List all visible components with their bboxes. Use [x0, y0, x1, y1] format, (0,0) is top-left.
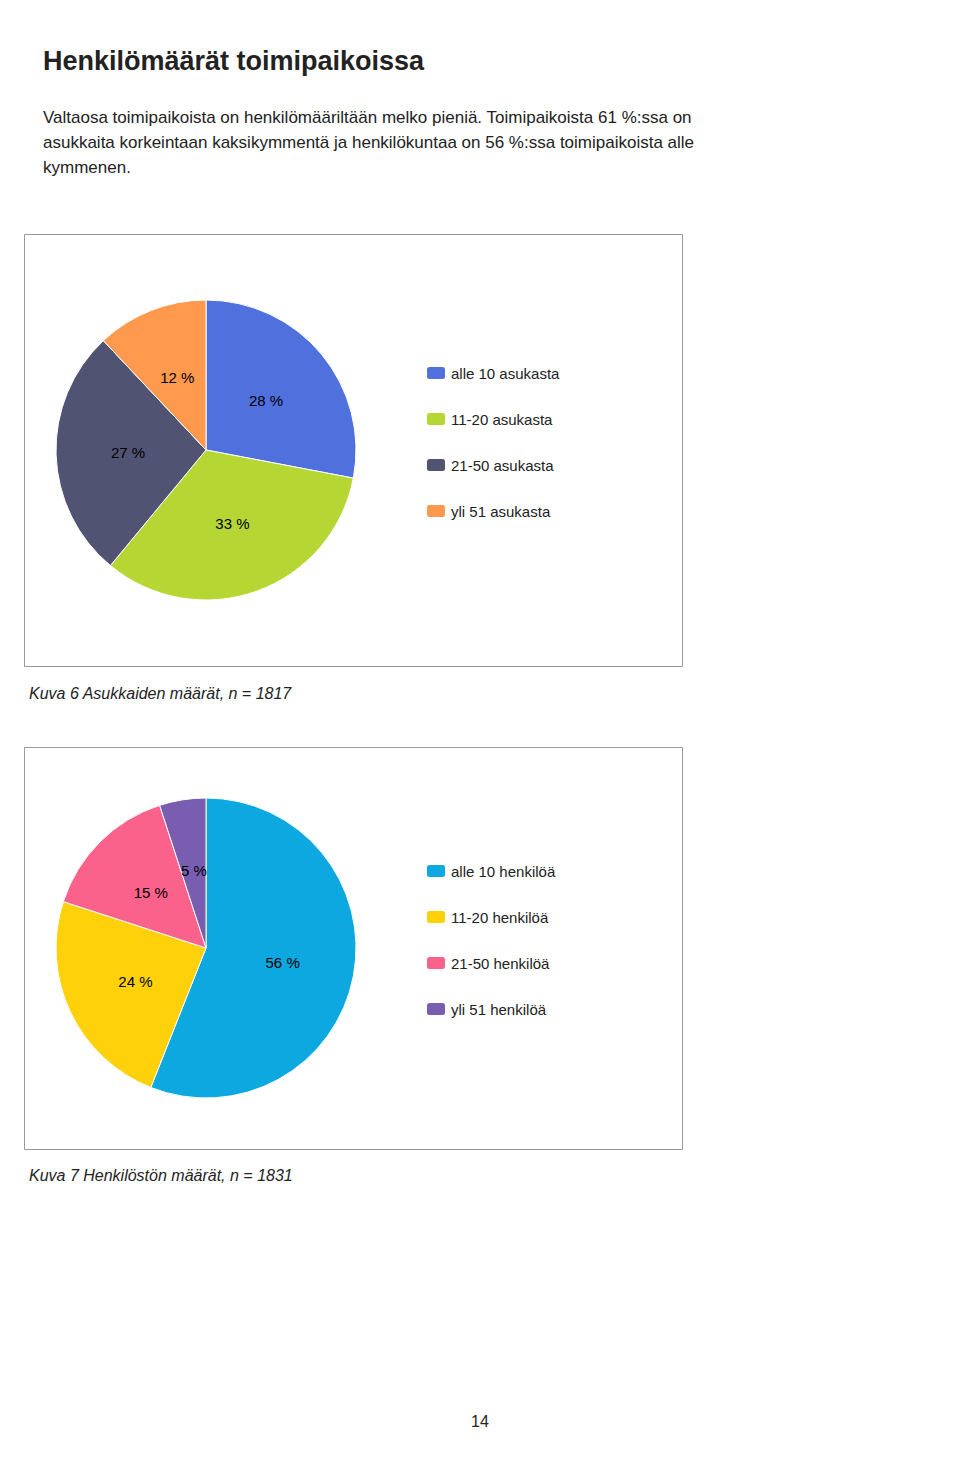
- svg-text:21-50 henkilöä: 21-50 henkilöä: [451, 955, 550, 972]
- svg-text:Kuva 7 Henkilöstön määrät, n =: Kuva 7 Henkilöstön määrät, n = 1831: [29, 1167, 293, 1184]
- svg-text:Henkilömäärät toimipaikoissa: Henkilömäärät toimipaikoissa: [43, 46, 425, 76]
- svg-text:15 %: 15 %: [134, 884, 168, 901]
- svg-text:asukkaita korkeintaan kaksikym: asukkaita korkeintaan kaksikymmentä ja h…: [43, 133, 694, 152]
- svg-text:Valtaosa toimipaikoista on hen: Valtaosa toimipaikoista on henkilömääril…: [43, 108, 692, 127]
- svg-text:24 %: 24 %: [118, 973, 152, 990]
- svg-text:14: 14: [471, 1413, 489, 1430]
- svg-text:5 %: 5 %: [181, 862, 207, 879]
- svg-text:kymmenen.: kymmenen.: [43, 158, 131, 177]
- svg-text:21-50 asukasta: 21-50 asukasta: [451, 457, 554, 474]
- svg-text:yli 51 henkilöä: yli 51 henkilöä: [451, 1001, 547, 1018]
- svg-text:33 %: 33 %: [215, 515, 249, 532]
- svg-text:Kuva 6 Asukkaiden määrät, n =: Kuva 6 Asukkaiden määrät, n = 1817: [29, 685, 292, 702]
- svg-text:56 %: 56 %: [266, 954, 300, 971]
- svg-text:28 %: 28 %: [249, 392, 283, 409]
- svg-text:alle 10 asukasta: alle 10 asukasta: [451, 365, 560, 382]
- svg-text:11-20 asukasta: 11-20 asukasta: [451, 411, 553, 428]
- svg-text:11-20 henkilöä: 11-20 henkilöä: [451, 909, 549, 926]
- svg-text:12 %: 12 %: [160, 369, 194, 386]
- svg-text:alle 10 henkilöä: alle 10 henkilöä: [451, 863, 556, 880]
- svg-text:yli 51 asukasta: yli 51 asukasta: [451, 503, 551, 520]
- svg-text:27 %: 27 %: [111, 444, 145, 461]
